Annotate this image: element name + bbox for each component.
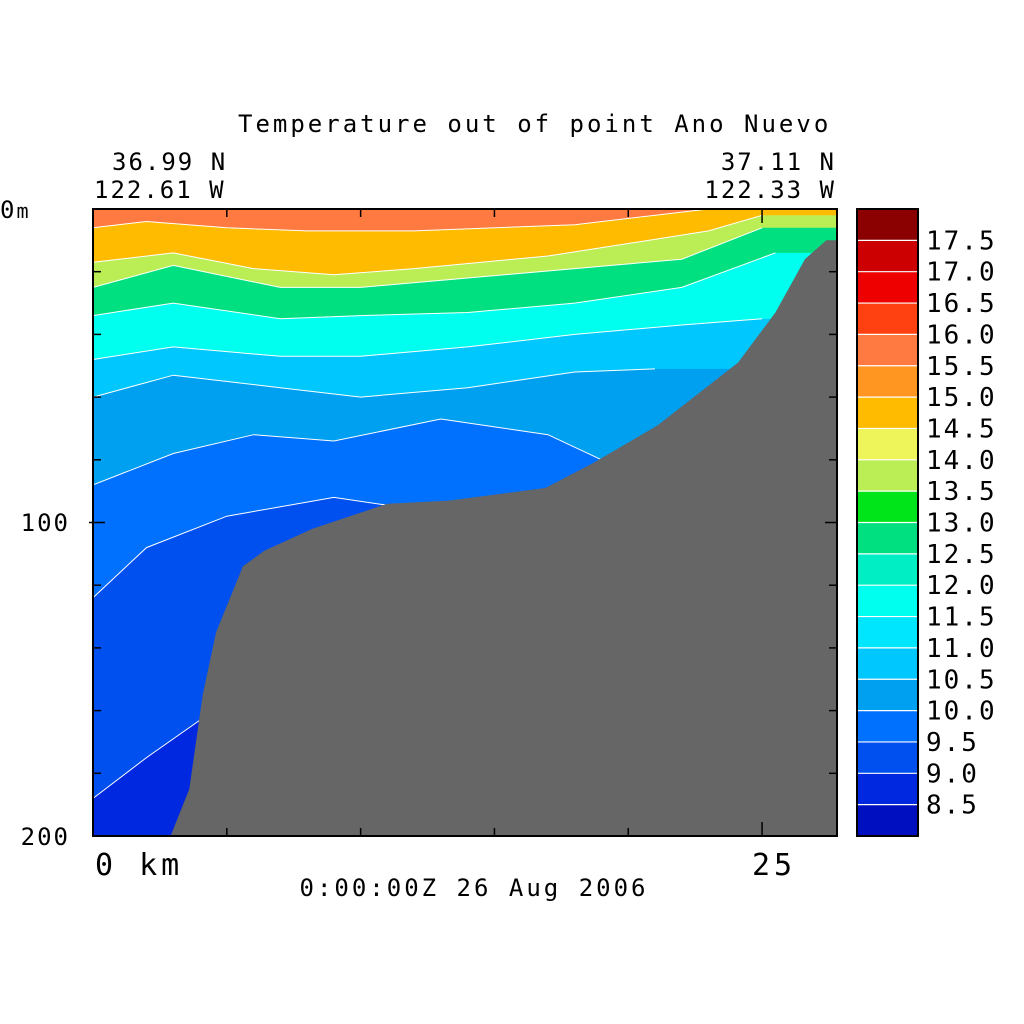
plot-area xyxy=(93,209,837,836)
colorbar-label: 16.5 xyxy=(926,289,997,319)
start-latitude: 36.99 N xyxy=(112,148,227,176)
colorbar-swatch xyxy=(857,616,918,649)
x-axis-ticks xyxy=(226,209,763,836)
isotherm-line-12 xyxy=(93,252,776,320)
colorbar-label: 9.5 xyxy=(926,728,979,758)
colorbar-swatch xyxy=(857,397,918,429)
colorbar-label: 11.0 xyxy=(926,634,997,664)
colorbar-swatch xyxy=(857,679,918,712)
colorbar-label: 9.0 xyxy=(926,759,979,789)
colorbar-label: 14.5 xyxy=(926,414,997,444)
y-axis-ticks xyxy=(89,270,837,775)
colorbar-swatch xyxy=(857,710,918,743)
colorbar-swatch xyxy=(857,365,918,398)
end-latitude: 37.11 N xyxy=(721,148,836,176)
colorbar-label: 10.0 xyxy=(926,697,997,727)
colorbar-swatch xyxy=(857,491,918,523)
colorbar-swatch xyxy=(857,271,918,304)
y-tick-label-100: 100 xyxy=(21,509,70,537)
colorbar-swatch xyxy=(857,334,918,367)
colorbar-label: 13.5 xyxy=(926,477,997,507)
start-longitude: 122.61 W xyxy=(94,176,226,204)
colorbar-swatch xyxy=(857,741,918,774)
y-tick-label-200: 200 xyxy=(21,823,70,851)
colorbar-label: 15.5 xyxy=(926,352,997,382)
x-tick-label-25: 25 xyxy=(752,848,796,883)
isotherm-line-11 xyxy=(93,318,763,360)
colorbar-label: 17.5 xyxy=(926,226,997,256)
colorbar-swatch xyxy=(857,804,918,837)
y-tick-label-0: 0m xyxy=(0,196,31,224)
colorbar-swatch xyxy=(857,209,918,241)
colorbar-label: 8.5 xyxy=(926,791,979,821)
isotherm-line-10 xyxy=(93,418,616,486)
isotherm-line-10-5 xyxy=(93,368,656,398)
colorbar-label: 15.0 xyxy=(926,383,997,413)
colorbar-label: 10.5 xyxy=(926,665,997,695)
colorbar-swatch xyxy=(857,553,918,586)
colorbar-swatch xyxy=(857,773,918,806)
colorbar-swatch xyxy=(857,522,918,555)
isotherm-contour-lines xyxy=(93,209,776,799)
colorbar-swatch xyxy=(857,585,918,618)
colorbar-swatch xyxy=(857,240,918,273)
chart-title: Temperature out of point Ano Nuevo xyxy=(238,110,831,138)
colorbar-label: 12.5 xyxy=(926,540,997,570)
colorbar-swatch xyxy=(857,428,918,461)
isotherm-line-14 xyxy=(93,214,763,276)
colorbar-swatch xyxy=(857,303,918,335)
colorbar: 17.517.016.516.015.515.014.514.013.513.0… xyxy=(856,208,997,837)
isotherm-line-15 xyxy=(93,209,709,232)
colorbar-label: 11.5 xyxy=(926,603,997,633)
seafloor-bathymetry xyxy=(170,240,837,836)
end-longitude: 122.33 W xyxy=(704,176,836,204)
colorbar-label: 17.0 xyxy=(926,258,997,288)
colorbar-label: 12.0 xyxy=(926,571,997,601)
timestamp-label: 0:00:00Z 26 Aug 2006 xyxy=(300,874,649,902)
colorbar-label: 14.0 xyxy=(926,446,997,476)
colorbar-swatch xyxy=(857,459,918,492)
colorbar-frame xyxy=(856,208,919,837)
colorbar-swatch xyxy=(857,647,918,680)
isotherm-line-13 xyxy=(93,227,763,288)
colorbar-label: 13.0 xyxy=(926,509,997,539)
x-tick-label-0: 0 km xyxy=(95,848,183,883)
colorbar-label: 16.0 xyxy=(926,320,997,350)
